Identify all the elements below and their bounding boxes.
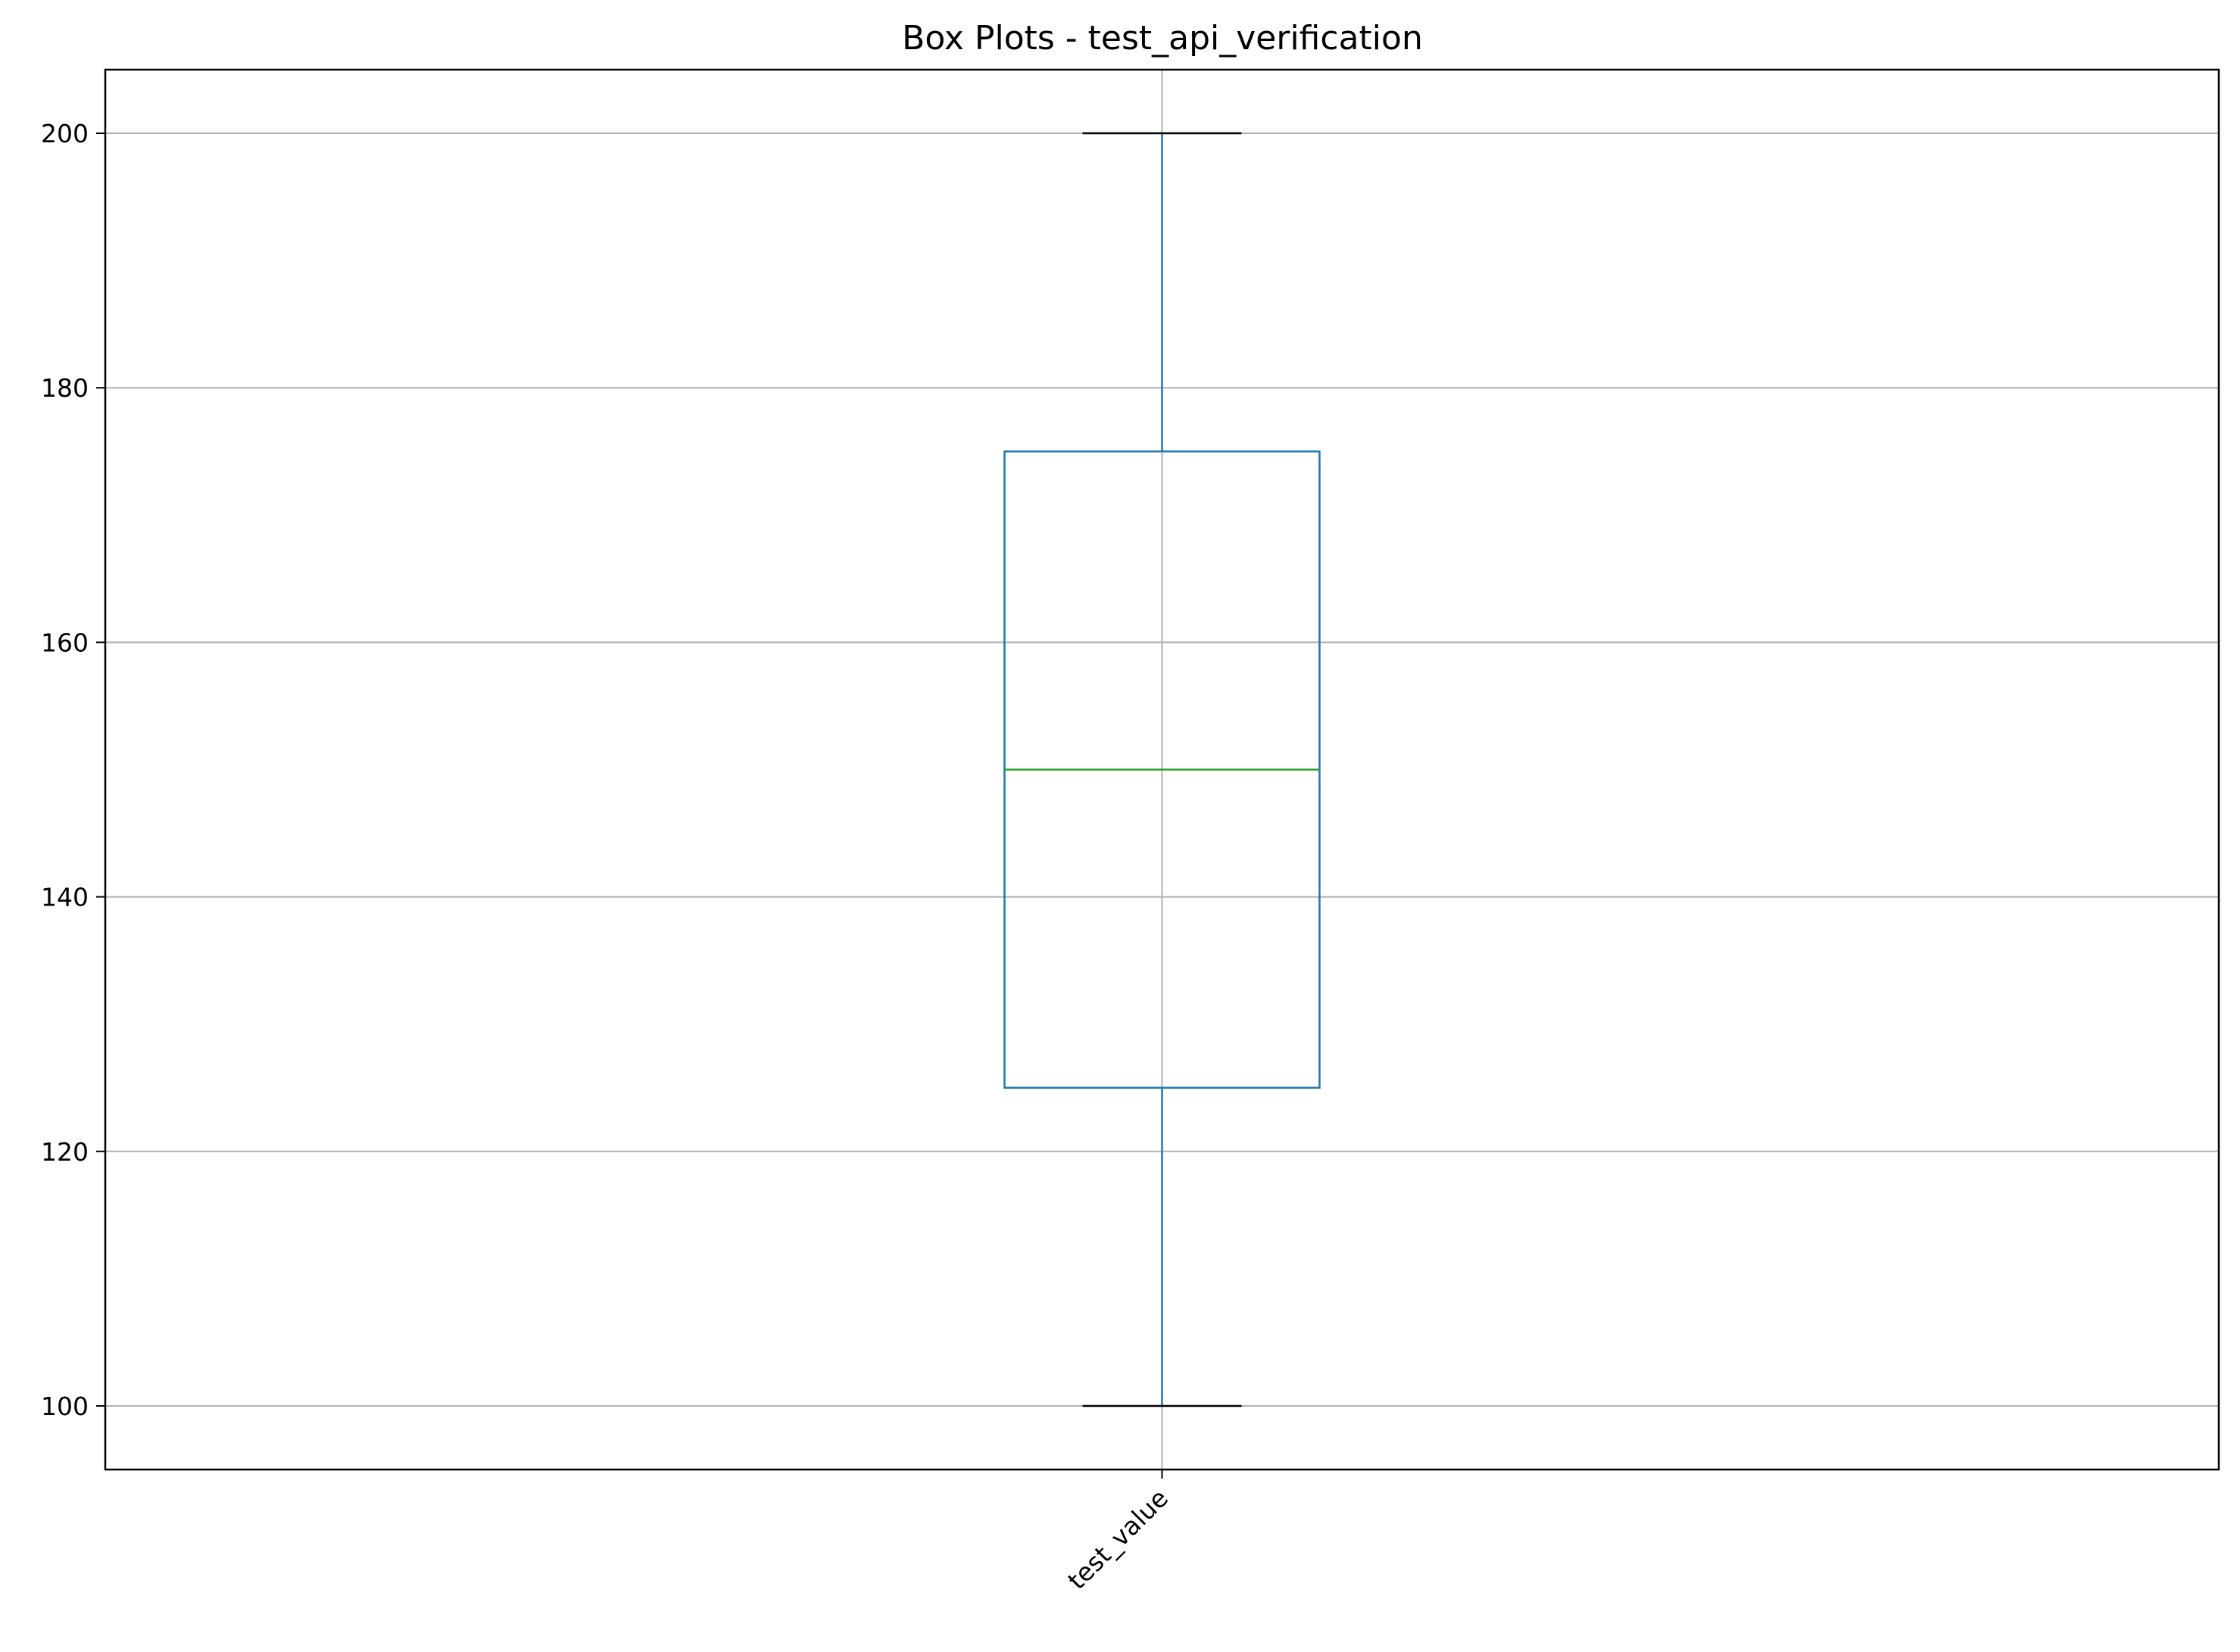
y-tick-label: 120 bbox=[41, 1137, 89, 1167]
y-tick-label: 180 bbox=[41, 373, 89, 403]
y-tick-label: 160 bbox=[41, 628, 89, 657]
y-tick-label: 200 bbox=[41, 119, 89, 148]
y-tick-label: 100 bbox=[41, 1392, 89, 1421]
y-tick-label: 140 bbox=[41, 883, 89, 912]
box-marks bbox=[1003, 132, 1321, 1407]
chart-title: Box Plots - test_api_verification bbox=[902, 19, 1423, 58]
